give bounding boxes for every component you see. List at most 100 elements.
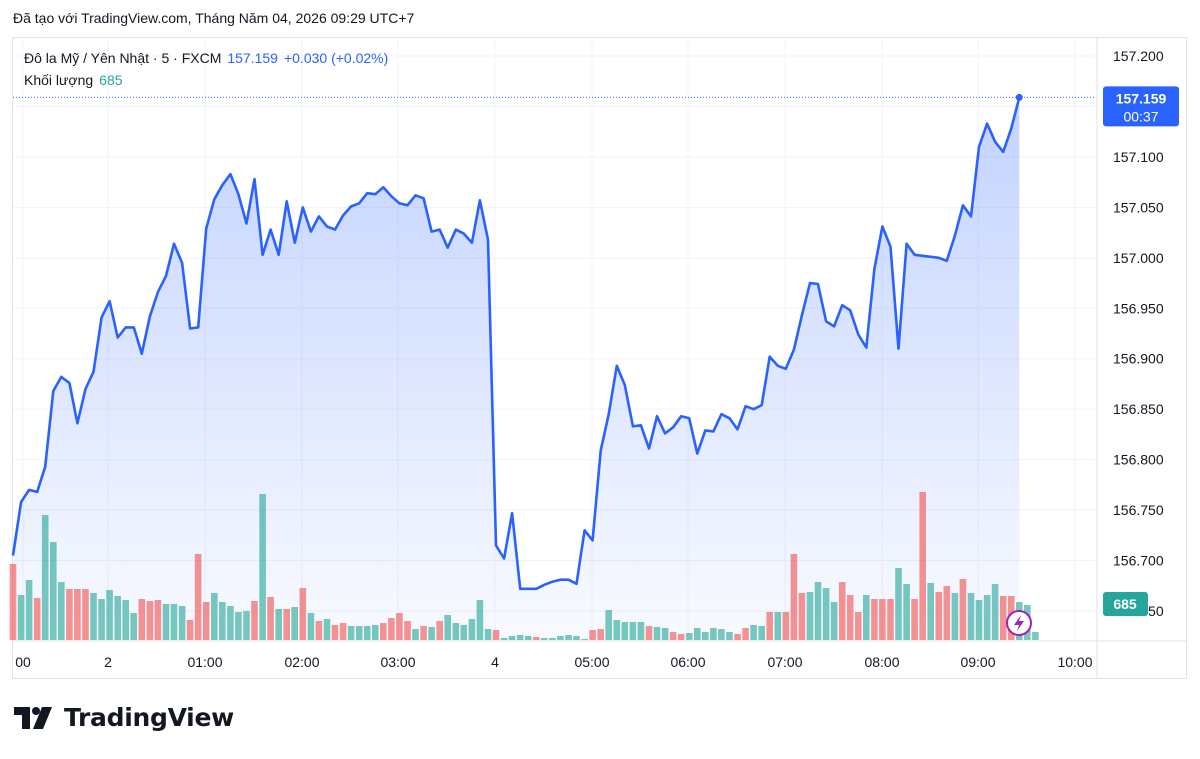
volume-bar bbox=[871, 599, 878, 640]
volume-bar bbox=[726, 632, 733, 640]
volume-bar bbox=[420, 626, 427, 640]
volume-bar bbox=[508, 636, 516, 640]
volume-bar bbox=[718, 629, 725, 640]
volume-bar bbox=[202, 602, 210, 640]
volume-bar bbox=[855, 612, 862, 640]
volume-bar bbox=[621, 622, 629, 640]
legend-volume-row: Khối lượng 685 bbox=[24, 69, 388, 91]
volume-bar bbox=[524, 636, 532, 640]
volume-bar bbox=[750, 625, 757, 640]
x-tick-label: 4 bbox=[491, 654, 499, 670]
volume-bar bbox=[629, 622, 637, 640]
chart-legend: Đô la Mỹ / Yên Nhật · 5 · FXCM 157.159 +0.… bbox=[24, 47, 388, 91]
volume-bar bbox=[388, 618, 395, 640]
volume-bar bbox=[927, 583, 934, 640]
tradingview-logo[interactable]: TradingView bbox=[14, 703, 234, 732]
volume-bar bbox=[122, 600, 129, 640]
y-tick-label: 157.050 bbox=[1113, 199, 1164, 215]
x-tick-label: 08:00 bbox=[864, 654, 899, 670]
volume-bar bbox=[637, 622, 645, 640]
volume-bar bbox=[975, 600, 983, 640]
volume-label[interactable]: Khối lượng bbox=[24, 72, 94, 88]
volume-bar bbox=[25, 580, 33, 640]
price-badges: 157.159 00:37 685 bbox=[1006, 86, 1179, 636]
volume-bar bbox=[82, 589, 89, 640]
volume-bar bbox=[404, 621, 411, 640]
volume-bar bbox=[323, 619, 331, 640]
volume-bar bbox=[774, 612, 782, 640]
last-price-dot bbox=[1015, 93, 1023, 101]
last-price-badge bbox=[1103, 86, 1179, 127]
volume-bar bbox=[315, 621, 323, 640]
volume-bar bbox=[951, 593, 959, 640]
volume-bar bbox=[734, 634, 741, 640]
x-tick-label: 06:00 bbox=[670, 654, 705, 670]
volume-bar bbox=[259, 494, 266, 640]
volume-bar bbox=[355, 626, 363, 640]
volume-bar bbox=[452, 623, 460, 640]
volume-badge-text: 685 bbox=[1113, 596, 1137, 612]
volume-bar bbox=[468, 619, 476, 640]
volume-bar bbox=[694, 628, 701, 640]
lightning-bolt-icon[interactable] bbox=[1006, 610, 1032, 636]
volume-bar bbox=[66, 589, 73, 640]
volume-bar bbox=[790, 554, 798, 640]
volume-bar bbox=[186, 620, 194, 640]
volume-bar bbox=[565, 635, 572, 640]
volume-bar bbox=[484, 629, 492, 640]
symbol-name[interactable]: Đô la Mỹ / Yên Nhật · 5 · FXCM bbox=[24, 50, 222, 66]
volume-bar bbox=[436, 621, 443, 640]
volume-bar bbox=[830, 602, 838, 640]
y-tick-label: 157.000 bbox=[1113, 250, 1164, 266]
volume-bar bbox=[299, 588, 307, 640]
volume-bar bbox=[500, 638, 508, 640]
volume-bar bbox=[533, 637, 540, 640]
volume-bar bbox=[380, 623, 387, 640]
price-change: +0.030 (+0.02%) bbox=[283, 50, 389, 66]
y-tick-label: 156.750 bbox=[1113, 502, 1164, 518]
x-axis: 00 2 01:00 02:00 03:00 4 05:00 06:00 07:00 08:00 0… bbox=[15, 654, 1093, 670]
y-tick-label: 157.200 bbox=[1113, 48, 1164, 64]
last-price: 157.159 bbox=[227, 50, 278, 66]
volume-bar bbox=[90, 593, 97, 640]
volume-bar bbox=[428, 627, 435, 640]
chart-caption: Đã tạo với TradingView.com, Tháng Năm 04… bbox=[13, 10, 415, 26]
volume-bar bbox=[597, 629, 604, 640]
x-tick-label: 10:00 bbox=[1057, 654, 1092, 670]
y-tick-label: 156.900 bbox=[1113, 351, 1164, 367]
volume-bar bbox=[814, 582, 822, 640]
x-tick-label: 2 bbox=[104, 654, 112, 670]
volume-bar bbox=[138, 599, 146, 640]
volume-bar bbox=[194, 554, 202, 640]
volume-bar bbox=[879, 599, 886, 640]
tradingview-logo-icon bbox=[14, 706, 52, 729]
volume-bar bbox=[822, 588, 830, 640]
volume-bar bbox=[661, 628, 669, 640]
volume-bar bbox=[146, 601, 154, 640]
volume-bar bbox=[573, 636, 580, 640]
volume-bar bbox=[967, 593, 975, 640]
volume-bar bbox=[911, 599, 918, 640]
chart-frame[interactable] bbox=[12, 37, 1187, 679]
volume-bar bbox=[162, 604, 170, 640]
volume-bar bbox=[492, 630, 500, 640]
volume-bar bbox=[541, 638, 548, 640]
volume-bar bbox=[991, 584, 999, 640]
volume-bar bbox=[669, 632, 677, 640]
volume-bar bbox=[50, 542, 57, 640]
volume-bar bbox=[645, 626, 653, 640]
volume-badge bbox=[1103, 592, 1148, 616]
volume-bar bbox=[1032, 632, 1039, 640]
volume-bar bbox=[331, 625, 339, 640]
volume-bar bbox=[58, 582, 65, 640]
volume-bar bbox=[742, 628, 749, 640]
y-tick-label: 156.850 bbox=[1113, 401, 1164, 417]
countdown-badge-text: 00:37 bbox=[1123, 108, 1158, 124]
volume-bar bbox=[130, 613, 137, 640]
legend-symbol-row: Đô la Mỹ / Yên Nhật · 5 · FXCM 157.159 +0.… bbox=[24, 47, 388, 69]
volume-bar bbox=[798, 593, 806, 640]
volume-bar bbox=[589, 630, 596, 640]
volume-bar bbox=[782, 612, 790, 640]
volume-bars bbox=[9, 492, 1039, 640]
